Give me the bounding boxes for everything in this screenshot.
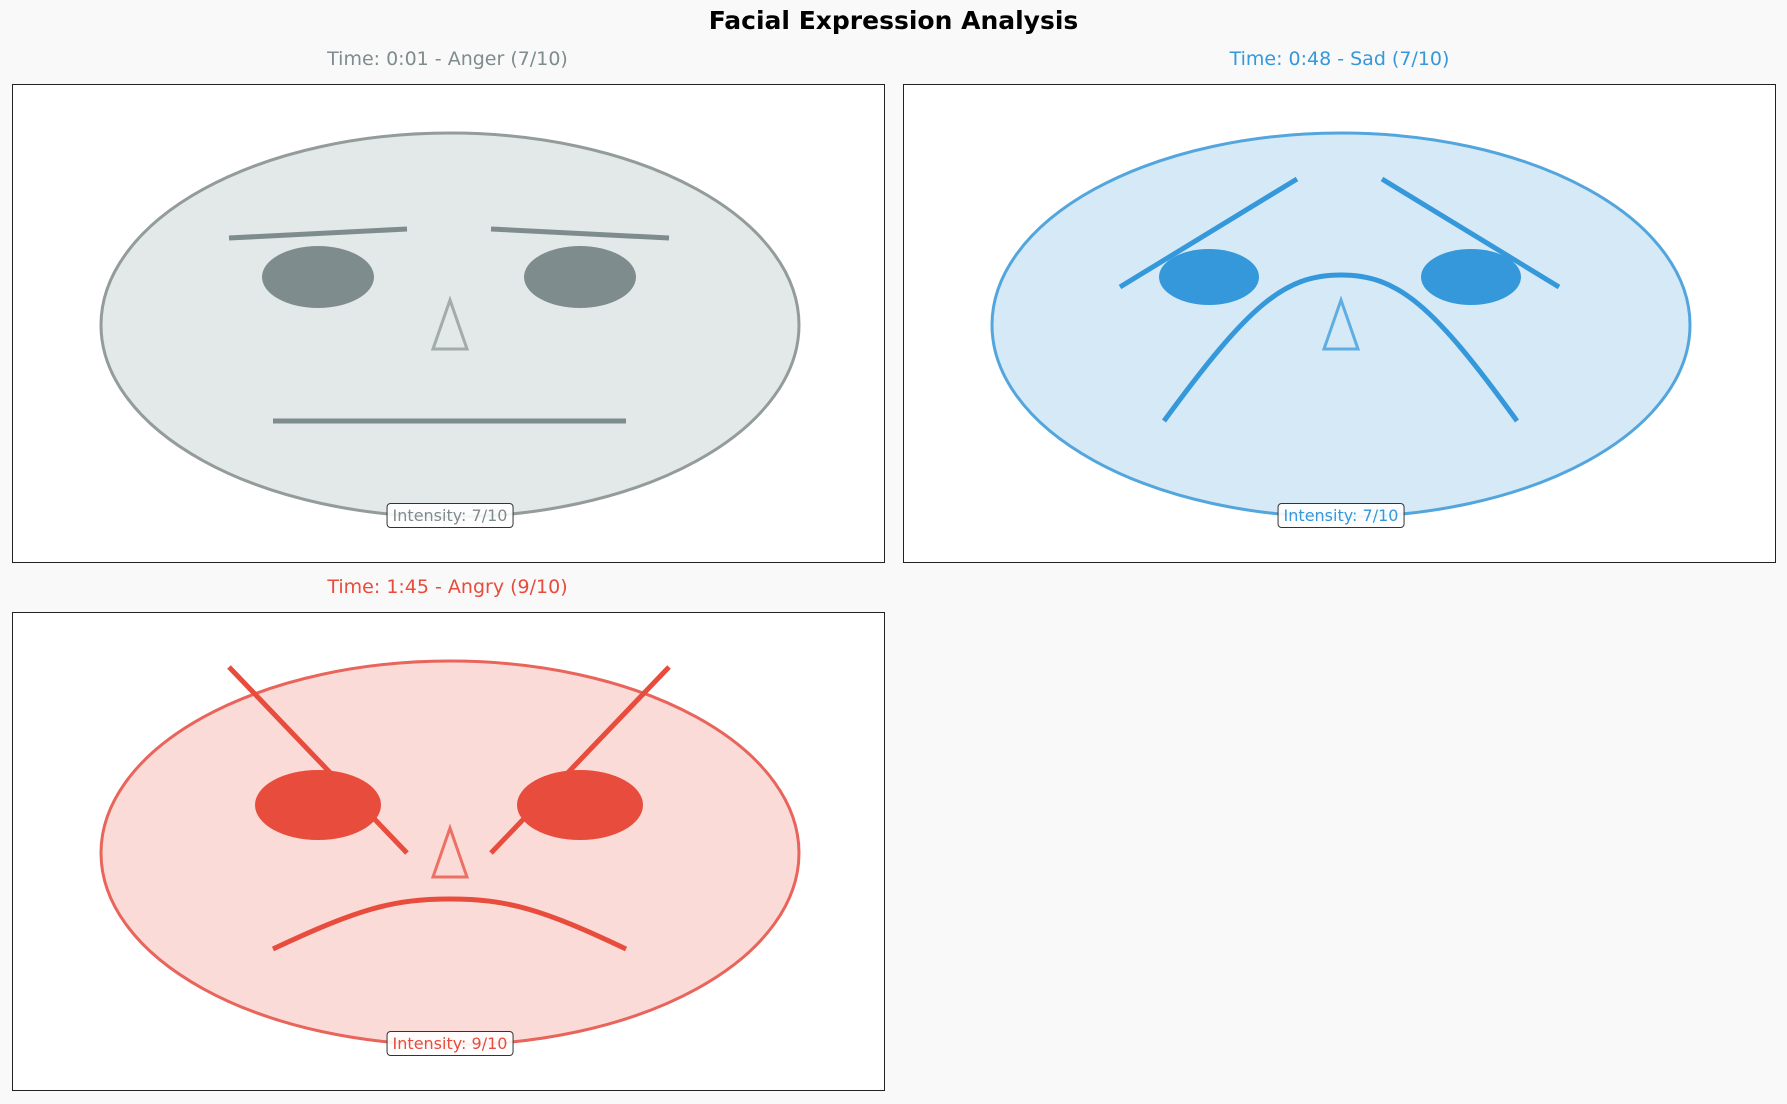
nose (430, 295, 470, 351)
right-eye (1421, 249, 1521, 305)
left-eyebrow (228, 226, 408, 241)
face-panel-sad: Intensity: 7/10 (903, 84, 1776, 563)
nose (1321, 295, 1361, 351)
panel-title: Time: 1:45 - Angry (9/10) (327, 576, 568, 598)
face-panel-angry: Intensity: 9/10 (12, 612, 885, 1091)
face-outline (99, 659, 801, 1047)
right-eye (517, 770, 643, 840)
left-eye (1159, 249, 1259, 305)
mouth (1161, 272, 1520, 423)
face-drawing (990, 131, 1692, 519)
left-eye (262, 246, 374, 308)
right-eye (524, 246, 636, 308)
intensity-badge: Intensity: 7/10 (386, 503, 514, 528)
left-eyebrow (1118, 176, 1299, 290)
right-eyebrow (490, 226, 670, 241)
right-eyebrow (1380, 176, 1561, 290)
panel-title: Time: 0:01 - Anger (7/10) (327, 48, 568, 70)
face-drawing (99, 131, 801, 519)
left-eye (255, 770, 381, 840)
mouth (271, 896, 628, 952)
face-panel-anger: Intensity: 7/10 (12, 84, 885, 563)
page-title: Facial Expression Analysis (708, 6, 1079, 35)
face-outline (990, 131, 1692, 519)
face-outline (99, 131, 801, 519)
face-drawing (99, 659, 801, 1047)
right-eyebrow (489, 665, 671, 855)
intensity-badge: Intensity: 9/10 (386, 1031, 514, 1056)
nose (430, 823, 470, 879)
intensity-badge: Intensity: 7/10 (1277, 503, 1405, 528)
left-eyebrow (227, 665, 409, 855)
panel-title: Time: 0:48 - Sad (7/10) (1229, 48, 1450, 70)
